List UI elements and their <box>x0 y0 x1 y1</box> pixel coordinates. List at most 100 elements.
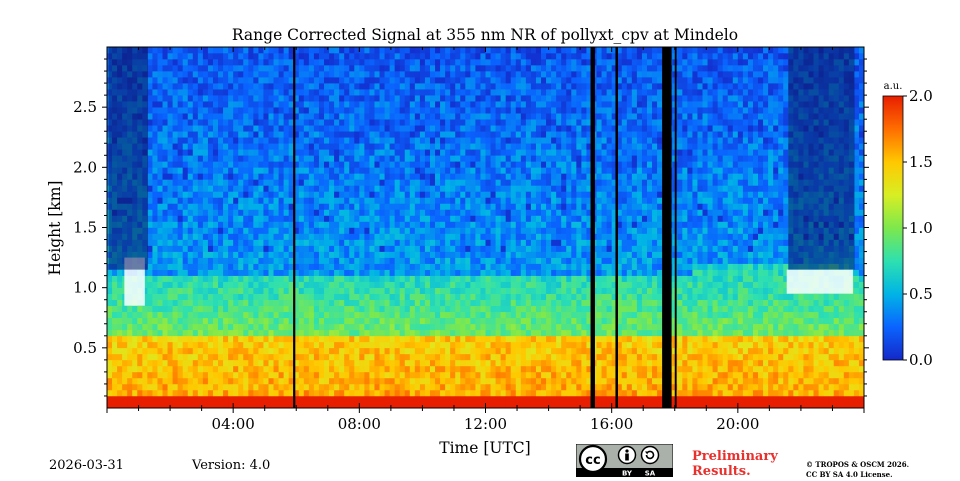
heatmap-cell <box>324 221 330 228</box>
heatmap-cell <box>465 59 471 66</box>
heatmap-cell <box>369 77 375 84</box>
heatmap-cell <box>147 329 153 337</box>
heatmap-cell <box>359 191 365 198</box>
heatmap-cell <box>202 377 209 385</box>
heatmap-cell <box>339 203 345 210</box>
heatmap-cell <box>480 353 486 361</box>
heatmap-cell <box>122 389 128 397</box>
heatmap-cell <box>354 293 360 300</box>
heatmap-cell <box>500 281 506 288</box>
heatmap-cell <box>233 227 239 234</box>
heatmap-cell <box>313 299 320 307</box>
heatmap-cell <box>308 77 315 84</box>
heatmap-cell <box>364 227 370 234</box>
heatmap-cell <box>445 47 451 54</box>
heatmap-cell <box>435 329 441 337</box>
heatmap-cell <box>167 377 173 385</box>
heatmap-cell <box>485 101 491 108</box>
heatmap-cell <box>485 113 491 120</box>
heatmap-cell <box>278 155 284 162</box>
heatmap-cell <box>243 299 249 307</box>
heatmap-cell <box>379 281 385 288</box>
heatmap-cell <box>520 173 527 180</box>
heatmap-cell <box>374 131 380 138</box>
heatmap-cell <box>258 365 264 373</box>
heatmap-cell <box>253 161 259 168</box>
heatmap-cell <box>349 281 355 288</box>
heatmap-cell <box>228 83 234 90</box>
heatmap-cell <box>238 281 244 288</box>
heatmap-cell <box>202 305 209 313</box>
heatmap-cell <box>475 95 481 102</box>
heatmap-cell <box>303 227 310 234</box>
heatmap-cell <box>212 167 219 174</box>
heatmap-cell <box>500 155 506 162</box>
heatmap-cell <box>177 239 183 246</box>
heatmap-cell <box>152 269 158 276</box>
heatmap-cell <box>283 263 289 270</box>
heatmap-cell <box>318 161 325 168</box>
heatmap-cell <box>258 383 264 391</box>
heatmap-cell <box>389 239 395 246</box>
heatmap-cell <box>475 83 481 90</box>
heatmap-cell <box>394 113 401 120</box>
heatmap-cell <box>177 83 183 90</box>
heatmap-cell <box>233 311 239 319</box>
heatmap-cell <box>313 341 320 349</box>
heatmap-cell <box>475 161 481 168</box>
heatmap-cell <box>414 215 421 222</box>
heatmap-cell <box>197 149 204 156</box>
heatmap-cell <box>233 119 239 126</box>
heatmap-cell <box>475 317 481 325</box>
heatmap-cell <box>329 167 335 174</box>
heatmap-cell <box>218 95 224 102</box>
heatmap-cell <box>202 245 209 252</box>
heatmap-cell <box>278 329 284 337</box>
heatmap-cell <box>364 389 370 397</box>
heatmap-cell <box>520 77 527 84</box>
heatmap-cell <box>429 47 436 54</box>
heatmap-cell <box>510 137 517 144</box>
heatmap-cell <box>424 353 431 361</box>
heatmap-cell <box>500 311 506 319</box>
heatmap-cell <box>298 131 305 138</box>
heatmap-cell <box>263 233 269 240</box>
heatmap-cell <box>127 323 133 331</box>
heatmap-cell <box>369 389 375 397</box>
heatmap-cell <box>172 209 178 216</box>
heatmap-cell <box>369 209 375 216</box>
heatmap-cell <box>243 149 249 156</box>
heatmap-cell <box>303 287 310 294</box>
heatmap-cell <box>349 47 355 54</box>
heatmap-cell <box>379 377 385 385</box>
heatmap-cell <box>298 377 305 385</box>
heatmap-cell <box>278 185 284 192</box>
heatmap-cell <box>485 221 491 228</box>
heatmap-cell <box>283 179 289 186</box>
heatmap-cell <box>520 233 527 240</box>
heatmap-cell <box>167 227 173 234</box>
heatmap-cell <box>399 395 406 403</box>
heatmap-cell <box>329 269 335 276</box>
heatmap-cell <box>409 329 416 337</box>
heatmap-cell <box>283 47 289 54</box>
heatmap-cell <box>510 53 517 60</box>
heatmap-cell <box>505 149 512 156</box>
heatmap-cell <box>253 71 259 78</box>
heatmap-cell <box>520 221 527 228</box>
heatmap-cell <box>207 131 214 138</box>
heatmap-cell <box>324 89 330 96</box>
heatmap-cell <box>424 341 431 349</box>
heatmap-cell <box>389 77 395 84</box>
heatmap-cell <box>313 257 320 264</box>
heatmap-cell <box>424 53 431 60</box>
heatmap-cell <box>127 359 133 367</box>
heatmap-cell <box>288 47 295 54</box>
heatmap-cell <box>520 323 527 331</box>
heatmap-cell <box>263 179 269 186</box>
heatmap-cell <box>258 335 264 343</box>
heatmap-cell <box>238 191 244 198</box>
heatmap-cell <box>263 323 269 331</box>
heatmap-cell <box>167 191 173 198</box>
heatmap-cell <box>223 185 229 192</box>
